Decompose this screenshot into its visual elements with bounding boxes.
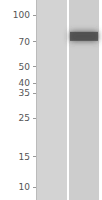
svg-text:40: 40	[19, 78, 31, 88]
svg-text:15: 15	[19, 152, 30, 162]
svg-text:35: 35	[19, 88, 30, 98]
svg-text:10: 10	[19, 182, 31, 192]
svg-text:100: 100	[13, 10, 30, 20]
svg-text:70: 70	[19, 37, 31, 47]
svg-text:50: 50	[19, 62, 31, 72]
svg-text:25: 25	[19, 113, 30, 123]
